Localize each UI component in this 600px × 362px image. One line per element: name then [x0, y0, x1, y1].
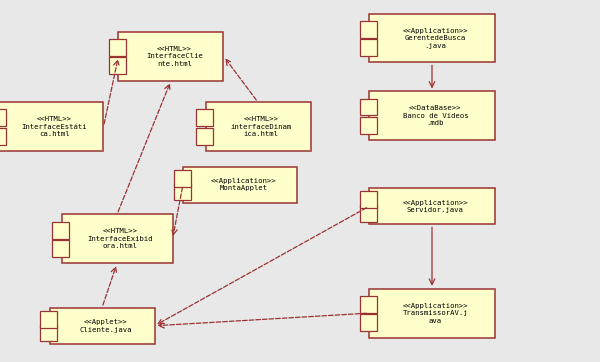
- Text: <<HTML>>
InterfaceClie
nte.html: <<HTML>> InterfaceClie nte.html: [146, 46, 203, 67]
- FancyBboxPatch shape: [40, 311, 57, 328]
- Text: <<HTML>>
InterfaceEstáti
ca.html: <<HTML>> InterfaceEstáti ca.html: [22, 116, 87, 137]
- FancyBboxPatch shape: [174, 184, 191, 200]
- FancyBboxPatch shape: [360, 117, 377, 134]
- FancyBboxPatch shape: [369, 188, 495, 224]
- Text: <<DataBase>>
Banco de Videos
.mdb: <<DataBase>> Banco de Videos .mdb: [403, 105, 468, 126]
- FancyBboxPatch shape: [174, 170, 191, 186]
- FancyBboxPatch shape: [360, 39, 377, 56]
- FancyBboxPatch shape: [183, 167, 297, 203]
- FancyBboxPatch shape: [360, 98, 377, 115]
- FancyBboxPatch shape: [360, 296, 377, 313]
- Text: <<Applet>>
Cliente.java: <<Applet>> Cliente.java: [79, 319, 131, 333]
- FancyBboxPatch shape: [62, 214, 173, 264]
- FancyBboxPatch shape: [0, 128, 6, 145]
- FancyBboxPatch shape: [50, 308, 155, 344]
- FancyBboxPatch shape: [52, 222, 69, 239]
- Text: <<Application>>
GerentedeBusca
.java: <<Application>> GerentedeBusca .java: [403, 28, 468, 49]
- FancyBboxPatch shape: [52, 240, 69, 257]
- Text: <<HTML>>
InterfaceExibid
ora.html: <<HTML>> InterfaceExibid ora.html: [88, 228, 153, 249]
- FancyBboxPatch shape: [360, 205, 377, 222]
- FancyBboxPatch shape: [369, 91, 495, 140]
- FancyBboxPatch shape: [109, 39, 126, 56]
- FancyBboxPatch shape: [360, 21, 377, 38]
- FancyBboxPatch shape: [360, 191, 377, 208]
- FancyBboxPatch shape: [109, 58, 126, 74]
- FancyBboxPatch shape: [0, 109, 6, 126]
- FancyBboxPatch shape: [196, 128, 213, 145]
- FancyBboxPatch shape: [206, 102, 311, 151]
- FancyBboxPatch shape: [369, 13, 495, 62]
- Text: <<Application>>
Servidor.java: <<Application>> Servidor.java: [403, 199, 468, 213]
- Text: <<HTML>>
interfaceDinam
ica.html: <<HTML>> interfaceDinam ica.html: [231, 116, 292, 137]
- FancyBboxPatch shape: [196, 109, 213, 126]
- Text: <<Application>>
TransmissorAV.j
ava: <<Application>> TransmissorAV.j ava: [403, 303, 468, 324]
- FancyBboxPatch shape: [0, 102, 103, 151]
- FancyBboxPatch shape: [118, 32, 223, 81]
- FancyBboxPatch shape: [360, 315, 377, 331]
- FancyBboxPatch shape: [369, 289, 495, 337]
- Text: <<Application>>
MontaApplet: <<Application>> MontaApplet: [211, 178, 276, 191]
- FancyBboxPatch shape: [40, 325, 57, 341]
